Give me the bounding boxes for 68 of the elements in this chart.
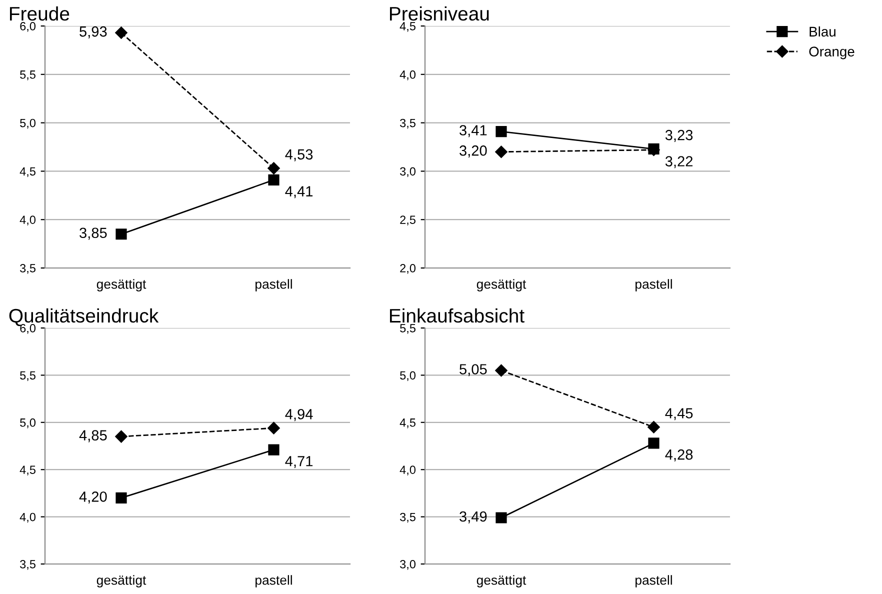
data-label: 4,45 (665, 408, 693, 420)
point (268, 422, 280, 434)
chart-title: Qualitätseindruck (9, 308, 159, 326)
data-label: 4,53 (285, 149, 313, 162)
x-tick-label: gesättigt (96, 279, 146, 292)
chart-title: Freude (10, 6, 70, 21)
y-tick-label: 3,5 (400, 118, 416, 129)
legend-label: Blau (810, 26, 836, 37)
point (115, 430, 128, 443)
y-tick-label: 2,5 (400, 216, 416, 226)
x-tick-label: gesättigt (476, 575, 526, 588)
chart-title: Einkaufsabsicht (390, 308, 524, 323)
point (116, 228, 127, 240)
legend-label: Orange (809, 46, 854, 60)
data-label: 3,41 (460, 125, 487, 138)
data-label: 3,49 (460, 511, 487, 524)
chart-title: Preisniveau (390, 6, 489, 21)
point (268, 162, 280, 174)
y-tick-label: 5,5 (20, 371, 36, 381)
x-tick-label: pastell (256, 575, 292, 588)
y-tick-label: 4,5 (20, 167, 36, 177)
point (495, 364, 508, 377)
data-label: 4,85 (79, 430, 107, 442)
point (268, 444, 280, 456)
y-tick-label: 3,0 (400, 560, 416, 570)
y-tick-label: 3,0 (400, 167, 416, 177)
x-tick-label: pastell (256, 279, 292, 292)
y-tick-label: 2,0 (400, 264, 416, 274)
data-label: 4,71 (285, 456, 313, 468)
y-tick-label: 4,5 (400, 418, 416, 428)
x-tick-label: pastell (636, 575, 672, 588)
y-tick-label: 3,5 (20, 264, 36, 274)
y-tick-label: 5,0 (20, 118, 36, 129)
point (496, 512, 507, 524)
y-tick-label: 5,0 (400, 371, 416, 381)
point (495, 146, 508, 158)
x-tick-label: gesättigt (476, 279, 526, 292)
y-tick-label: 4,5 (20, 466, 36, 476)
y-tick-label: 5,5 (400, 324, 416, 334)
x-tick-label: gesättigt (96, 575, 146, 588)
y-tick-label: 6,0 (20, 324, 36, 334)
data-label: 5,05 (460, 364, 487, 376)
data-label: 4,28 (665, 449, 693, 462)
data-label: 3,85 (80, 228, 107, 240)
y-tick-label: 4,0 (20, 216, 36, 226)
x-tick-label: pastell (636, 279, 672, 292)
point (115, 26, 128, 39)
data-label: 5,93 (80, 26, 107, 38)
point (268, 174, 280, 186)
y-tick-label: 5,5 (20, 70, 36, 80)
point (648, 438, 660, 449)
data-label: 3,22 (665, 156, 693, 168)
y-tick-label: 4,0 (20, 512, 36, 523)
data-label: 4,41 (285, 186, 313, 198)
data-label: 4,20 (79, 492, 107, 504)
data-label: 3,23 (665, 130, 693, 142)
data-label: 3,20 (460, 145, 487, 158)
y-tick-label: 4,0 (400, 70, 416, 80)
point (496, 126, 507, 138)
y-tick-label: 4,5 (400, 22, 416, 32)
y-tick-label: 5,0 (20, 418, 36, 428)
y-tick-label: 3,5 (20, 560, 36, 570)
y-tick-label: 6,0 (20, 22, 36, 32)
point (116, 492, 127, 504)
point (648, 421, 660, 434)
data-label: 4,94 (285, 409, 313, 422)
y-tick-label: 4,0 (400, 466, 416, 476)
y-tick-label: 3,5 (400, 512, 416, 523)
